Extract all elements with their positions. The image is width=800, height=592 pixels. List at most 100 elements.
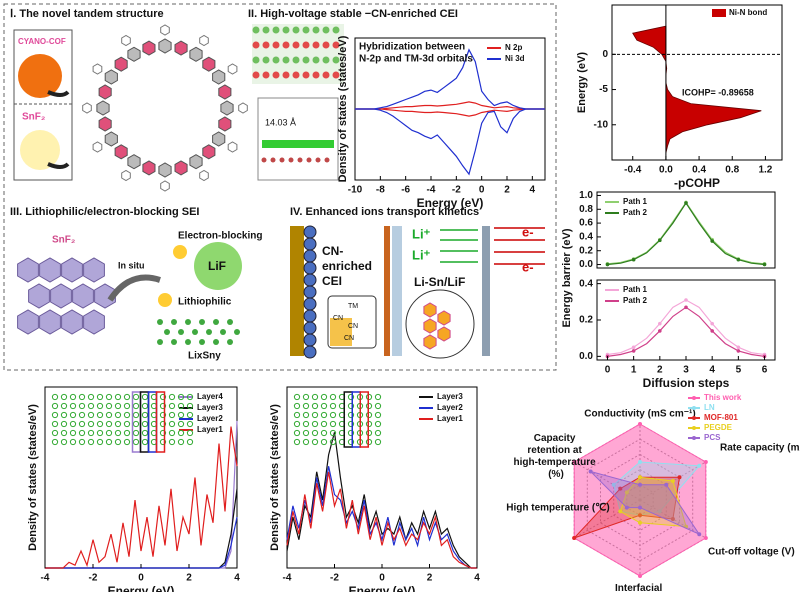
atom	[282, 26, 290, 34]
ring-unit	[212, 131, 226, 147]
label: CEI	[322, 274, 342, 288]
atom	[60, 402, 68, 410]
label: e-	[522, 224, 534, 239]
atom	[234, 329, 240, 335]
atom	[315, 157, 321, 163]
atom	[157, 339, 163, 345]
ring-unit	[158, 162, 172, 178]
label: Li⁺	[412, 226, 431, 241]
atom	[87, 402, 95, 410]
cof-particle	[18, 54, 62, 98]
atom	[114, 420, 122, 428]
sphere	[303, 309, 317, 323]
atom	[347, 411, 355, 419]
marker	[638, 505, 642, 510]
atom	[288, 157, 294, 163]
atom	[96, 429, 104, 437]
series-line	[286, 471, 477, 569]
y-tick-label: 1.0	[579, 190, 593, 201]
ring-unit	[202, 56, 216, 72]
marker	[670, 517, 675, 521]
marker	[572, 460, 577, 464]
ring-unit	[202, 144, 216, 160]
atom	[69, 402, 77, 410]
atom	[168, 438, 176, 446]
plot-frame	[596, 191, 776, 269]
marker	[588, 469, 593, 474]
atom	[186, 402, 194, 410]
atom	[171, 339, 177, 345]
layer-box	[343, 391, 353, 448]
atom	[105, 402, 113, 410]
series-line	[286, 432, 477, 569]
atom	[312, 41, 320, 49]
atom	[252, 56, 260, 64]
atom	[69, 438, 77, 446]
atom	[374, 420, 382, 428]
ring-unit	[127, 154, 141, 170]
atom	[60, 393, 68, 401]
atom	[141, 429, 149, 437]
atom	[293, 402, 301, 410]
atom	[159, 411, 167, 419]
marker	[710, 239, 714, 243]
x-axis-label: Energy (eV)	[417, 196, 484, 210]
atom	[105, 393, 113, 401]
layer	[392, 226, 402, 356]
snf2-particle	[20, 130, 60, 170]
annotation: ICOHP= -0.89658	[682, 87, 754, 97]
x-tick-label: -4	[41, 573, 50, 584]
legend-label: LN	[704, 403, 715, 412]
x-tick-label: -8	[376, 185, 385, 196]
marker	[638, 475, 642, 480]
polyhedron	[61, 309, 83, 335]
marker	[611, 482, 616, 487]
marker	[658, 321, 662, 326]
x-tick-label: 4	[709, 365, 715, 376]
marker	[605, 262, 610, 267]
legend-label: Layer4	[197, 392, 223, 401]
x-axis-label: Energy (eV)	[108, 584, 175, 592]
atom	[322, 71, 330, 79]
atom	[96, 402, 104, 410]
atom	[302, 393, 310, 401]
legend-marker	[692, 406, 696, 410]
atom	[272, 56, 280, 64]
atom	[262, 26, 270, 34]
hexagon	[423, 334, 437, 350]
label: enriched	[322, 259, 372, 273]
sphere	[303, 285, 317, 299]
atom	[262, 41, 270, 49]
ring-unit	[92, 141, 103, 153]
marker	[703, 536, 708, 540]
y-tick-label: 0.6	[579, 218, 593, 229]
ring-unit	[92, 63, 103, 75]
atom	[261, 157, 267, 163]
marker	[762, 262, 767, 267]
series-line	[286, 466, 477, 569]
atom	[213, 339, 219, 345]
atom	[78, 411, 86, 419]
atom	[322, 56, 330, 64]
atom	[186, 420, 194, 428]
marker	[736, 345, 741, 350]
polyhedron	[50, 283, 72, 309]
y-tick-label: 0.2	[579, 245, 593, 256]
atom	[329, 393, 337, 401]
legend-label: Ni 3d	[505, 54, 525, 63]
atom	[177, 438, 185, 446]
atom	[293, 393, 301, 401]
atom	[141, 402, 149, 410]
atom	[123, 393, 131, 401]
atom	[374, 438, 382, 446]
legend-label: This work	[704, 393, 742, 402]
legend-label: Layer3	[437, 392, 463, 401]
x-tick-label: 2	[186, 573, 192, 584]
atom	[213, 319, 219, 325]
marker	[684, 298, 688, 302]
atom	[69, 420, 77, 428]
x-tick-label: -4	[283, 573, 292, 584]
marker	[710, 329, 714, 333]
x-axis-label: Energy (eV)	[349, 584, 416, 592]
atom	[329, 402, 337, 410]
